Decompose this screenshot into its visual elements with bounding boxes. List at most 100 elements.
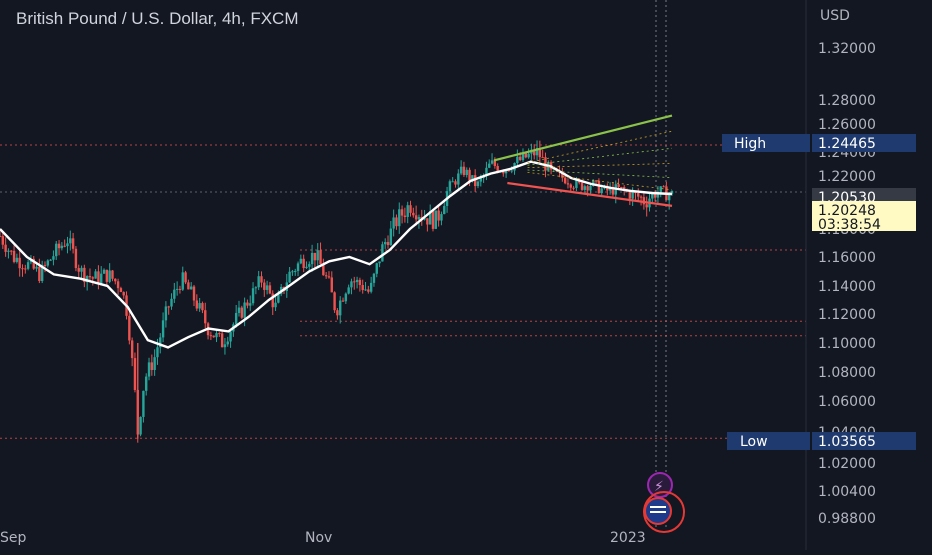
candle-body: [257, 276, 260, 288]
x-tick-label: 2023: [610, 530, 646, 546]
candle-body: [153, 357, 156, 370]
candle-body: [195, 300, 199, 309]
candle-body: [237, 307, 241, 313]
candle-body: [381, 244, 384, 262]
lower-trendline[interactable]: [507, 181, 673, 207]
candle-body: [507, 169, 511, 171]
candle-body: [468, 169, 471, 181]
candle-body: [324, 275, 328, 277]
candle-body: [637, 193, 640, 197]
candle-body: [667, 193, 671, 201]
candle-body: [440, 214, 443, 221]
lightning-event-icon[interactable]: [647, 472, 673, 498]
candle-body: [251, 288, 255, 304]
candle-body: [327, 276, 331, 278]
candle-body: [66, 243, 69, 247]
candle-body: [204, 310, 207, 324]
candle-body: [566, 183, 570, 185]
low-tag: Low 1.03565: [727, 432, 916, 450]
candle-body: [139, 416, 142, 435]
candle-body: [94, 271, 97, 279]
candle-body: [386, 242, 390, 246]
candle-body: [431, 211, 435, 229]
candle-body: [71, 238, 75, 249]
candle-body: [274, 302, 277, 308]
candle-body: [656, 191, 660, 198]
candle-body: [479, 178, 483, 182]
candle-body: [443, 205, 446, 215]
low-tag-value: 1.03565: [818, 434, 876, 450]
candle-body: [583, 186, 587, 190]
candle-body: [628, 191, 632, 199]
events-icon-group[interactable]: ⚡: [643, 472, 685, 533]
candle-body: [35, 266, 38, 269]
candle-body: [341, 300, 345, 302]
y-tick-label: 1.28000: [818, 93, 876, 109]
candle-body: [355, 279, 359, 283]
candle-body: [46, 260, 49, 266]
candle-body: [69, 238, 72, 244]
candle-body: [114, 278, 117, 282]
candle-body: [465, 169, 468, 176]
candle-body: [150, 362, 154, 370]
moving-average-line: [0, 160, 673, 349]
candle-body: [384, 242, 387, 245]
candle-body: [533, 149, 536, 156]
candle-body: [0, 236, 2, 237]
candle-body: [187, 282, 190, 290]
candle-body: [451, 181, 454, 183]
candle-body: [544, 157, 547, 171]
upper-trendline[interactable]: [493, 114, 673, 162]
candle-body: [409, 205, 412, 213]
fan-line[interactable]: [527, 172, 673, 191]
candle-body: [116, 281, 120, 289]
candle-body: [454, 181, 457, 185]
candle-body: [350, 281, 353, 288]
bar-countdown: 03:38:54: [818, 217, 881, 233]
candle-body: [310, 252, 314, 265]
candle-body: [167, 306, 170, 308]
candle-body: [353, 281, 356, 283]
candle-body: [473, 175, 477, 187]
fan-line[interactable]: [527, 169, 673, 179]
candle-body: [308, 264, 311, 267]
candle-body: [173, 289, 176, 299]
candle-body: [57, 243, 61, 249]
candle-body: [32, 258, 35, 269]
candle-body: [597, 180, 601, 194]
y-tick-label: 1.10000: [818, 336, 876, 352]
candle-body: [15, 257, 19, 262]
y-tick-label: 1.22000: [818, 169, 876, 185]
candle-body: [80, 267, 83, 272]
candle-body: [296, 263, 300, 271]
candle-body: [538, 148, 542, 158]
candle-body: [313, 252, 317, 261]
candle-body: [521, 152, 525, 161]
candle-body: [249, 303, 252, 306]
candle-body: [229, 331, 232, 342]
candle-body: [271, 293, 274, 308]
candle-body: [130, 340, 134, 359]
candle-body: [291, 271, 294, 273]
candle-body: [111, 270, 114, 279]
candle-body: [617, 184, 620, 188]
candle-body: [12, 250, 16, 262]
fan-line[interactable]: [527, 147, 673, 166]
candle-body: [142, 390, 145, 417]
candle-body: [40, 264, 44, 281]
fan-line[interactable]: [527, 163, 673, 168]
candle-body: [535, 148, 539, 156]
candle-body: [493, 160, 497, 166]
candle-body: [226, 341, 229, 345]
candle-body: [175, 288, 179, 290]
us-flag-stripes-icon: [650, 506, 666, 508]
candle-body: [600, 188, 603, 194]
candle-body: [145, 376, 148, 391]
candle-body: [364, 289, 367, 291]
candle-body: [459, 166, 463, 174]
candle-body: [305, 266, 308, 269]
candle-body: [653, 193, 657, 198]
candle-body: [611, 187, 615, 195]
